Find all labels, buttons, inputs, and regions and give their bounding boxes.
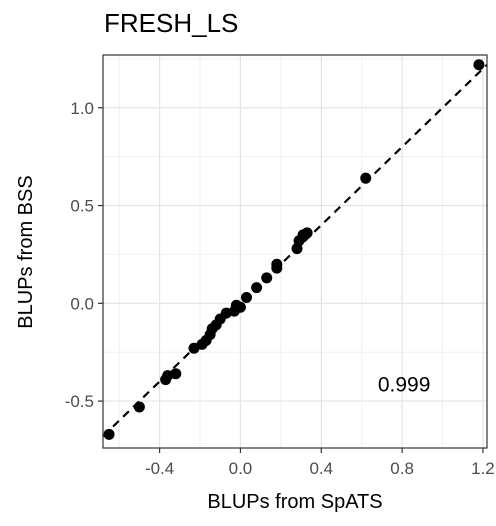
x-tick-label: 0.0 [229, 459, 253, 478]
x-tick-label: 1.2 [471, 459, 495, 478]
y-axis-title: BLUPs from BSS [15, 175, 37, 328]
chart-title: FRESH_LS [104, 8, 238, 38]
data-point [170, 368, 182, 380]
y-tick-label: 1.0 [70, 99, 94, 118]
data-point [133, 401, 145, 413]
data-point [271, 258, 283, 270]
x-tick-label: 0.8 [390, 459, 414, 478]
axis-ticks: -0.4 0.0 0.4 0.8 1.2 -0.5 0.0 0.5 1.0 [65, 99, 495, 478]
data-point [240, 291, 252, 303]
data-point [473, 59, 485, 71]
correlation-annotation: 0.999 [378, 373, 431, 396]
data-point [103, 428, 115, 440]
y-tick-label: -0.5 [65, 392, 94, 411]
data-point [251, 282, 263, 294]
data-point [261, 272, 273, 284]
x-axis-title: BLUPs from SpATS [207, 491, 382, 513]
data-point [360, 172, 372, 184]
data-point [301, 227, 313, 239]
x-tick-label: -0.4 [145, 459, 174, 478]
y-tick-label: 0.5 [70, 197, 94, 216]
y-tick-label: 0.0 [70, 294, 94, 313]
x-tick-label: 0.4 [309, 459, 333, 478]
panel-border [102, 54, 488, 449]
data-points [103, 59, 485, 440]
data-point [234, 301, 246, 313]
grid-lines [103, 55, 487, 448]
